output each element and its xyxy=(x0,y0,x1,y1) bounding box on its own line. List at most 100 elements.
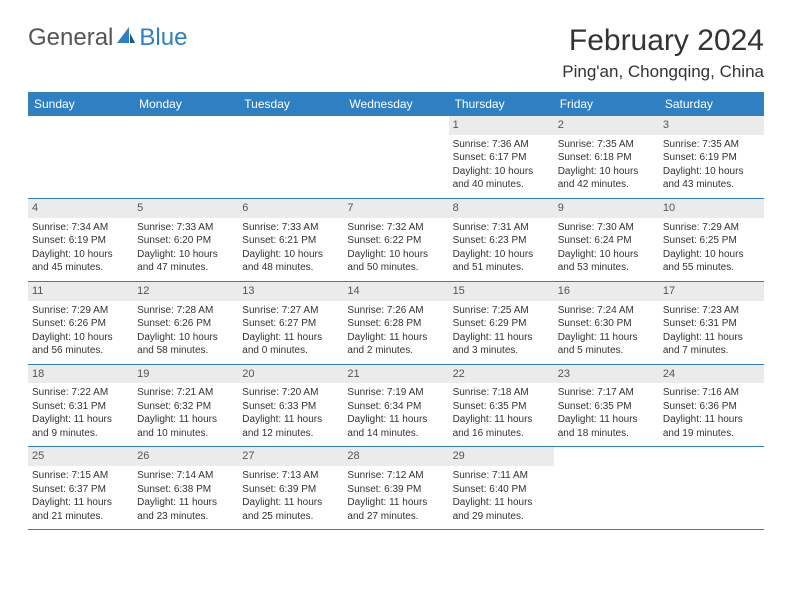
calendar-cell xyxy=(343,116,448,198)
week-row: 25Sunrise: 7:15 AMSunset: 6:37 PMDayligh… xyxy=(28,447,764,530)
day-info-line: Sunrise: 7:28 AM xyxy=(137,304,234,318)
day-info-line: Sunset: 6:21 PM xyxy=(242,234,339,248)
calendar-cell: 9Sunrise: 7:30 AMSunset: 6:24 PMDaylight… xyxy=(554,199,659,281)
calendar-cell: 15Sunrise: 7:25 AMSunset: 6:29 PMDayligh… xyxy=(449,282,554,364)
day-info-line: Daylight: 11 hours xyxy=(242,413,339,427)
calendar-cell: 11Sunrise: 7:29 AMSunset: 6:26 PMDayligh… xyxy=(28,282,133,364)
day-number: 15 xyxy=(449,282,554,301)
day-info-line: Daylight: 10 hours xyxy=(137,248,234,262)
calendar-cell: 10Sunrise: 7:29 AMSunset: 6:25 PMDayligh… xyxy=(659,199,764,281)
day-number: 24 xyxy=(659,365,764,384)
day-info-line: Sunrise: 7:14 AM xyxy=(137,469,234,483)
calendar-cell: 16Sunrise: 7:24 AMSunset: 6:30 PMDayligh… xyxy=(554,282,659,364)
day-info-line: Sunset: 6:28 PM xyxy=(347,317,444,331)
day-info-line: and 9 minutes. xyxy=(32,427,129,441)
calendar-cell: 19Sunrise: 7:21 AMSunset: 6:32 PMDayligh… xyxy=(133,365,238,447)
calendar-cell: 21Sunrise: 7:19 AMSunset: 6:34 PMDayligh… xyxy=(343,365,448,447)
day-info-line: Daylight: 11 hours xyxy=(453,413,550,427)
day-info-line: and 5 minutes. xyxy=(558,344,655,358)
day-info-line: Sunrise: 7:35 AM xyxy=(663,138,760,152)
calendar-cell: 17Sunrise: 7:23 AMSunset: 6:31 PMDayligh… xyxy=(659,282,764,364)
day-info-line: Sunset: 6:35 PM xyxy=(558,400,655,414)
day-info-line: Sunset: 6:37 PM xyxy=(32,483,129,497)
day-info-line: and 47 minutes. xyxy=(137,261,234,275)
day-number: 17 xyxy=(659,282,764,301)
day-info-line: Daylight: 11 hours xyxy=(558,413,655,427)
week-row: 4Sunrise: 7:34 AMSunset: 6:19 PMDaylight… xyxy=(28,199,764,282)
calendar-cell: 20Sunrise: 7:20 AMSunset: 6:33 PMDayligh… xyxy=(238,365,343,447)
day-info-line: and 42 minutes. xyxy=(558,178,655,192)
day-number: 14 xyxy=(343,282,448,301)
day-number: 9 xyxy=(554,199,659,218)
week-row: 1Sunrise: 7:36 AMSunset: 6:17 PMDaylight… xyxy=(28,116,764,199)
day-info-line: Sunset: 6:32 PM xyxy=(137,400,234,414)
day-info-line: Sunset: 6:19 PM xyxy=(32,234,129,248)
day-info-line: Daylight: 11 hours xyxy=(242,331,339,345)
dayname-saturday: Saturday xyxy=(659,92,764,116)
day-info-line: and 10 minutes. xyxy=(137,427,234,441)
day-info-line: Daylight: 10 hours xyxy=(32,331,129,345)
day-info-line: Daylight: 10 hours xyxy=(347,248,444,262)
day-info-line: Sunset: 6:36 PM xyxy=(663,400,760,414)
day-info-line: Sunrise: 7:29 AM xyxy=(663,221,760,235)
calendar-cell: 18Sunrise: 7:22 AMSunset: 6:31 PMDayligh… xyxy=(28,365,133,447)
day-info-line: Sunset: 6:39 PM xyxy=(242,483,339,497)
calendar: Sunday Monday Tuesday Wednesday Thursday… xyxy=(28,92,764,530)
day-info-line: Daylight: 11 hours xyxy=(558,331,655,345)
day-info-line: and 55 minutes. xyxy=(663,261,760,275)
day-number: 26 xyxy=(133,447,238,466)
day-info-line: Sunrise: 7:12 AM xyxy=(347,469,444,483)
day-info-line: Sunrise: 7:35 AM xyxy=(558,138,655,152)
day-info-line: Sunrise: 7:21 AM xyxy=(137,386,234,400)
dayname-sunday: Sunday xyxy=(28,92,133,116)
day-info-line: and 56 minutes. xyxy=(32,344,129,358)
day-info-line: and 14 minutes. xyxy=(347,427,444,441)
day-info-line: and 29 minutes. xyxy=(453,510,550,524)
logo-text-blue: Blue xyxy=(139,24,187,52)
calendar-cell: 24Sunrise: 7:16 AMSunset: 6:36 PMDayligh… xyxy=(659,365,764,447)
day-number: 20 xyxy=(238,365,343,384)
day-info-line: Sunrise: 7:22 AM xyxy=(32,386,129,400)
day-number: 2 xyxy=(554,116,659,135)
day-info-line: Sunset: 6:33 PM xyxy=(242,400,339,414)
day-info-line: Sunrise: 7:26 AM xyxy=(347,304,444,318)
day-info-line: and 58 minutes. xyxy=(137,344,234,358)
day-info-line: Sunrise: 7:16 AM xyxy=(663,386,760,400)
day-number: 22 xyxy=(449,365,554,384)
week-row: 18Sunrise: 7:22 AMSunset: 6:31 PMDayligh… xyxy=(28,365,764,448)
day-info-line: Sunrise: 7:29 AM xyxy=(32,304,129,318)
day-info-line: and 23 minutes. xyxy=(137,510,234,524)
calendar-cell xyxy=(554,447,659,529)
day-info-line: Sunset: 6:22 PM xyxy=(347,234,444,248)
day-info-line: and 40 minutes. xyxy=(453,178,550,192)
day-info-line: and 3 minutes. xyxy=(453,344,550,358)
day-info-line: Sunset: 6:27 PM xyxy=(242,317,339,331)
day-info-line: Daylight: 11 hours xyxy=(32,496,129,510)
day-number: 13 xyxy=(238,282,343,301)
day-info-line: and 50 minutes. xyxy=(347,261,444,275)
dayname-wednesday: Wednesday xyxy=(343,92,448,116)
day-info-line: and 45 minutes. xyxy=(32,261,129,275)
day-info-line: Sunset: 6:35 PM xyxy=(453,400,550,414)
day-info-line: and 2 minutes. xyxy=(347,344,444,358)
day-info-line: Sunrise: 7:25 AM xyxy=(453,304,550,318)
calendar-cell: 26Sunrise: 7:14 AMSunset: 6:38 PMDayligh… xyxy=(133,447,238,529)
day-info-line: Sunrise: 7:33 AM xyxy=(242,221,339,235)
day-info-line: Daylight: 11 hours xyxy=(137,413,234,427)
sail-icon xyxy=(115,25,137,52)
day-info-line: Daylight: 11 hours xyxy=(453,331,550,345)
day-info-line: Daylight: 10 hours xyxy=(558,165,655,179)
day-info-line: Sunset: 6:34 PM xyxy=(347,400,444,414)
dayname-thursday: Thursday xyxy=(449,92,554,116)
calendar-cell: 7Sunrise: 7:32 AMSunset: 6:22 PMDaylight… xyxy=(343,199,448,281)
day-info-line: and 16 minutes. xyxy=(453,427,550,441)
calendar-cell: 27Sunrise: 7:13 AMSunset: 6:39 PMDayligh… xyxy=(238,447,343,529)
calendar-cell: 12Sunrise: 7:28 AMSunset: 6:26 PMDayligh… xyxy=(133,282,238,364)
calendar-cell: 23Sunrise: 7:17 AMSunset: 6:35 PMDayligh… xyxy=(554,365,659,447)
day-info-line: Sunrise: 7:24 AM xyxy=(558,304,655,318)
day-info-line: and 25 minutes. xyxy=(242,510,339,524)
day-number: 18 xyxy=(28,365,133,384)
calendar-cell: 6Sunrise: 7:33 AMSunset: 6:21 PMDaylight… xyxy=(238,199,343,281)
logo-text-general: General xyxy=(28,24,113,52)
day-info-line: Sunrise: 7:31 AM xyxy=(453,221,550,235)
